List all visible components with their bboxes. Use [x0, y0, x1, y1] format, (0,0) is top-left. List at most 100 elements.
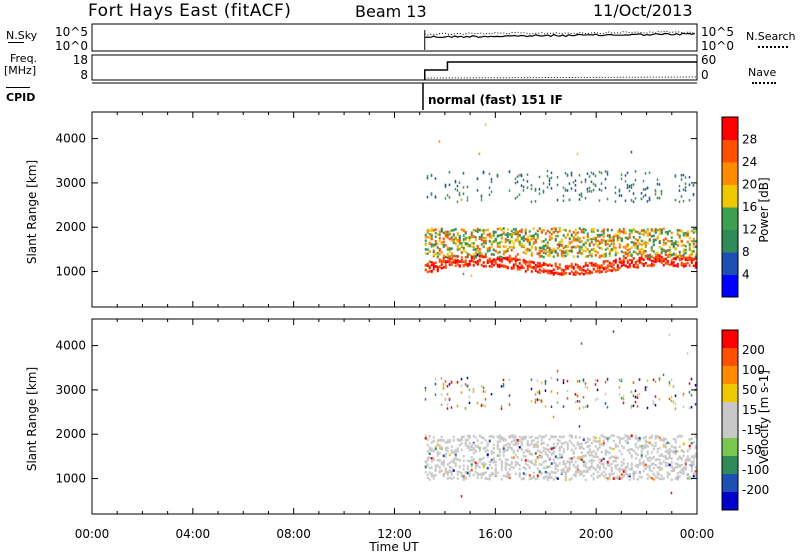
power-echo: [594, 241, 597, 245]
power-echo: [524, 232, 527, 236]
velocity-echo: [576, 441, 579, 445]
velocity-echo: [628, 474, 631, 478]
power-echo: [448, 248, 451, 251]
power-echo: [662, 249, 665, 252]
power-echo: [554, 264, 557, 268]
power-echo: [458, 242, 461, 245]
power-echo: [620, 237, 623, 241]
velocity-echo: [572, 450, 575, 454]
ytick-label: 2000: [55, 220, 86, 234]
velocity-echo: [464, 444, 467, 447]
power-echo: [584, 249, 587, 253]
velocity-echo: [504, 438, 507, 442]
velocity-echo: [478, 449, 481, 453]
velocity-echo: [624, 434, 627, 437]
velocity-echo: [644, 446, 647, 449]
power-echo: [506, 249, 509, 252]
velocity-echo: [554, 471, 557, 475]
power-echo: [618, 194, 621, 197]
velocity-echo: [634, 445, 637, 448]
power-echo: [438, 258, 441, 261]
power-echo: [424, 235, 427, 239]
power-echo: [670, 259, 673, 262]
power-echo: [450, 239, 453, 242]
velocity-echo: [570, 457, 573, 460]
velocity-echo: [446, 446, 449, 450]
power-echo: [524, 237, 527, 241]
power-echo: [466, 185, 469, 189]
velocity-echo: [558, 447, 561, 451]
velocity-echo: [598, 461, 601, 464]
velocity-echo: [646, 450, 649, 453]
power-echo: [424, 252, 427, 255]
velocity-echo: [642, 469, 645, 473]
nsky-legend-line: [8, 42, 24, 43]
power-echo: [556, 230, 559, 234]
velocity-echo: [564, 465, 567, 469]
power-echo: [644, 242, 647, 245]
power-echo: [598, 269, 601, 272]
power-echo: [598, 170, 601, 174]
power-echo: [662, 243, 665, 247]
velocity-echo: [566, 447, 569, 451]
velocity-echo: [446, 392, 449, 396]
power-echo: [662, 241, 665, 245]
power-echo: [450, 247, 453, 250]
velocity-echo: [568, 461, 571, 464]
power-echo: [464, 263, 467, 266]
velocity-echo: [676, 435, 679, 439]
velocity-echo: [442, 474, 445, 478]
colorbar-swatch: [722, 474, 738, 493]
velocity-echo: [460, 435, 463, 439]
power-echo: [632, 263, 635, 267]
velocity-echo: [550, 390, 553, 393]
velocity-echo: [662, 439, 665, 442]
velocity-echo: [670, 445, 673, 448]
power-echo: [680, 262, 683, 266]
velocity-echo: [604, 436, 607, 439]
power-echo: [452, 233, 455, 236]
velocity-echo: [510, 456, 513, 459]
velocity-echo: [436, 454, 439, 457]
power-echo: [544, 232, 547, 235]
velocity-echo: [466, 471, 469, 475]
power-echo: [550, 228, 553, 231]
velocity-echo: [540, 438, 543, 442]
power-echo: [680, 254, 683, 258]
power-echo: [684, 248, 687, 252]
velocity-echo: [442, 464, 445, 467]
velocity-echo: [532, 445, 535, 449]
velocity-echo: [522, 451, 525, 454]
velocity-echo: [622, 470, 625, 473]
velocity-echo: [574, 447, 577, 450]
power-echo: [528, 265, 531, 268]
velocity-echo: [630, 468, 633, 471]
velocity-echo: [610, 473, 613, 476]
velocity-echo: [534, 443, 537, 446]
power-echo: [460, 242, 463, 245]
power-echo: [470, 245, 473, 248]
power-echo: [570, 250, 573, 253]
velocity-echo: [530, 460, 533, 463]
power-echo: [522, 239, 525, 242]
power-echo: [514, 259, 517, 262]
power-echo: [488, 172, 491, 176]
power-echo: [664, 253, 667, 256]
velocity-echo: [568, 466, 571, 469]
power-echo: [564, 229, 567, 232]
power-echo: [494, 262, 497, 265]
power-echo: [502, 252, 505, 256]
velocity-echo: [582, 380, 585, 383]
power-echo: [480, 238, 483, 242]
velocity-echo: [660, 467, 663, 470]
velocity-echo: [584, 454, 587, 457]
velocity-echo: [464, 470, 467, 474]
power-echo: [578, 246, 581, 249]
power-echo: [542, 268, 545, 271]
power-echo: [532, 234, 535, 237]
velocity-echo: [620, 444, 623, 448]
power-echo: [432, 267, 435, 271]
velocity-echo: [532, 471, 535, 475]
velocity-echo: [542, 449, 545, 452]
power-echo: [558, 272, 561, 276]
